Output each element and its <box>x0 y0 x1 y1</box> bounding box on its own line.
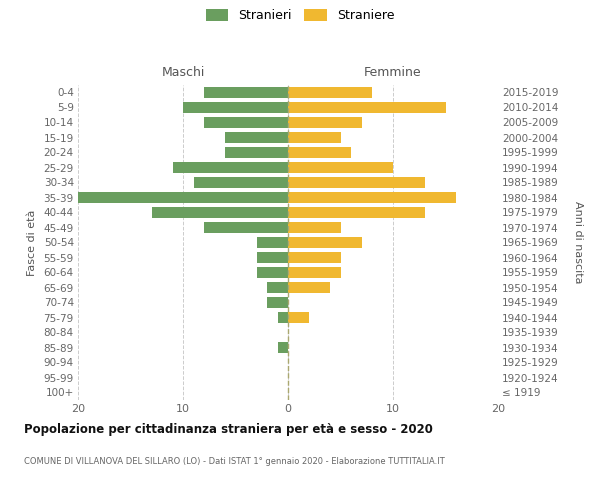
Bar <box>204 117 288 128</box>
Y-axis label: Fasce di età: Fasce di età <box>26 210 37 276</box>
Bar <box>288 147 351 158</box>
Bar <box>257 267 288 278</box>
Bar <box>204 87 288 98</box>
Bar <box>288 237 361 248</box>
Bar <box>225 147 288 158</box>
Bar <box>257 252 288 263</box>
Bar <box>288 162 393 173</box>
Text: COMUNE DI VILLANOVA DEL SILLARO (LO) - Dati ISTAT 1° gennaio 2020 - Elaborazione: COMUNE DI VILLANOVA DEL SILLARO (LO) - D… <box>24 458 445 466</box>
Bar <box>288 132 341 143</box>
Bar <box>193 177 288 188</box>
Bar <box>288 177 425 188</box>
Bar <box>277 342 288 353</box>
Bar <box>183 102 288 113</box>
Text: Popolazione per cittadinanza straniera per età e sesso - 2020: Popolazione per cittadinanza straniera p… <box>24 422 433 436</box>
Bar <box>267 282 288 293</box>
Bar <box>257 237 288 248</box>
Bar <box>151 207 288 218</box>
Bar <box>288 282 330 293</box>
Bar <box>288 87 372 98</box>
Bar <box>173 162 288 173</box>
Bar <box>78 192 288 203</box>
Bar <box>225 132 288 143</box>
Legend: Stranieri, Straniere: Stranieri, Straniere <box>206 8 394 22</box>
Text: Femmine: Femmine <box>364 66 422 78</box>
Bar <box>288 252 341 263</box>
Bar <box>267 297 288 308</box>
Bar <box>288 117 361 128</box>
Bar <box>288 207 425 218</box>
Bar <box>277 312 288 323</box>
Bar <box>288 102 445 113</box>
Y-axis label: Anni di nascita: Anni di nascita <box>573 201 583 284</box>
Text: Maschi: Maschi <box>161 66 205 78</box>
Bar <box>288 267 341 278</box>
Bar <box>288 222 341 233</box>
Bar <box>288 192 456 203</box>
Bar <box>204 222 288 233</box>
Bar <box>288 312 309 323</box>
